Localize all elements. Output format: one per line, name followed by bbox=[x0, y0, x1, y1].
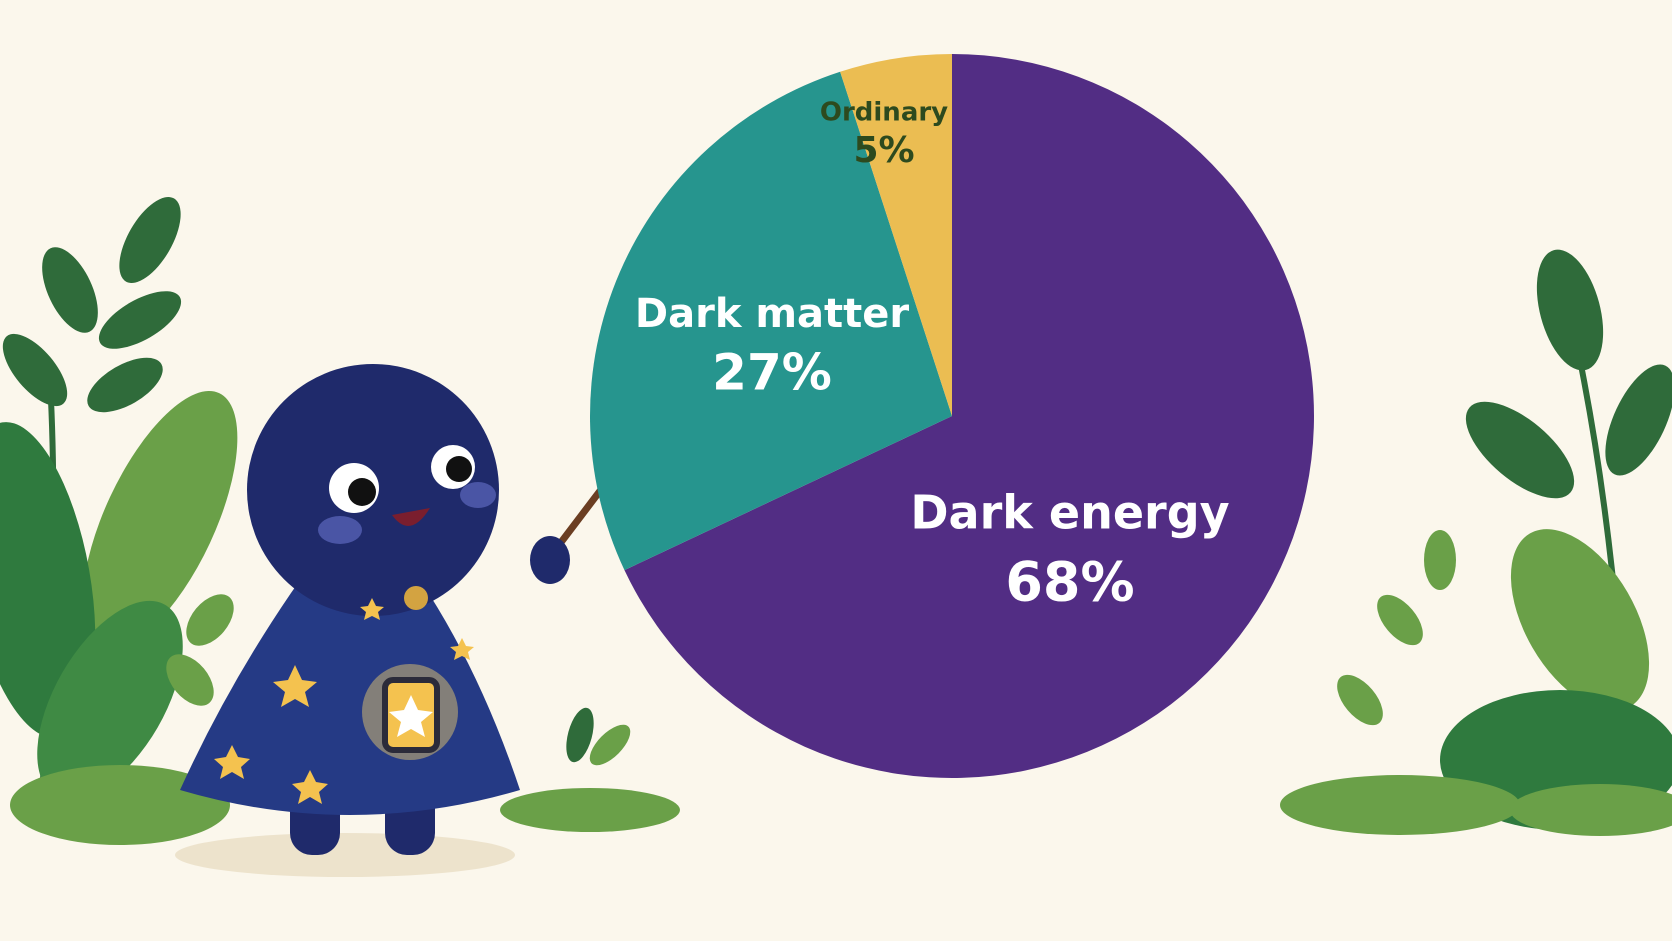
pie-slice bbox=[590, 71, 952, 571]
slice-value-label: 68% bbox=[1005, 551, 1134, 614]
slice-label: Dark energy bbox=[910, 486, 1229, 540]
left-plants bbox=[0, 197, 680, 845]
slice-label: Ordinary bbox=[820, 98, 948, 128]
slice-value-label: 27% bbox=[712, 344, 832, 402]
slice-label: Dark matter bbox=[635, 291, 909, 337]
pie-slice bbox=[840, 54, 952, 416]
right-plants bbox=[1280, 249, 1672, 836]
mascot bbox=[175, 364, 654, 877]
pie-slice bbox=[624, 54, 1314, 778]
slice-value-label: 5% bbox=[853, 130, 914, 171]
